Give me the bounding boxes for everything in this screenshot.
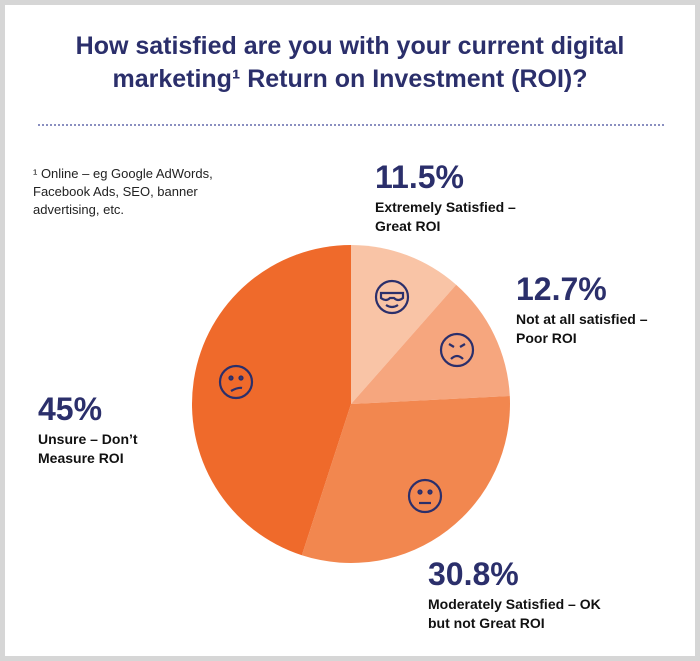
category-label: Not at all satisfied – Poor ROI xyxy=(516,311,648,346)
icon-confused xyxy=(218,364,254,400)
icon-frown xyxy=(439,332,475,368)
icon-neutral xyxy=(407,478,443,514)
pie-slice xyxy=(192,245,351,556)
pie-slice xyxy=(351,284,510,404)
pie-slice xyxy=(351,245,457,404)
value-label: 30.8% xyxy=(428,556,519,592)
chart-title: How satisfied are you with your current … xyxy=(75,32,625,93)
category-label: Unsure – Don’t Measure ROI xyxy=(38,431,138,466)
category-label: Extremely Satisfied – Great ROI xyxy=(375,199,516,234)
value-label: 11.5% xyxy=(375,159,464,195)
pie-slice xyxy=(301,396,510,563)
divider xyxy=(38,124,664,126)
icon-sunglasses xyxy=(374,279,410,315)
value-label: 45% xyxy=(38,391,103,427)
category-label: Moderately Satisfied – OK but not Great … xyxy=(428,596,601,631)
value-label: 12.7% xyxy=(516,271,607,307)
footnote: ¹ Online – eg Google AdWords, Facebook A… xyxy=(33,166,213,217)
